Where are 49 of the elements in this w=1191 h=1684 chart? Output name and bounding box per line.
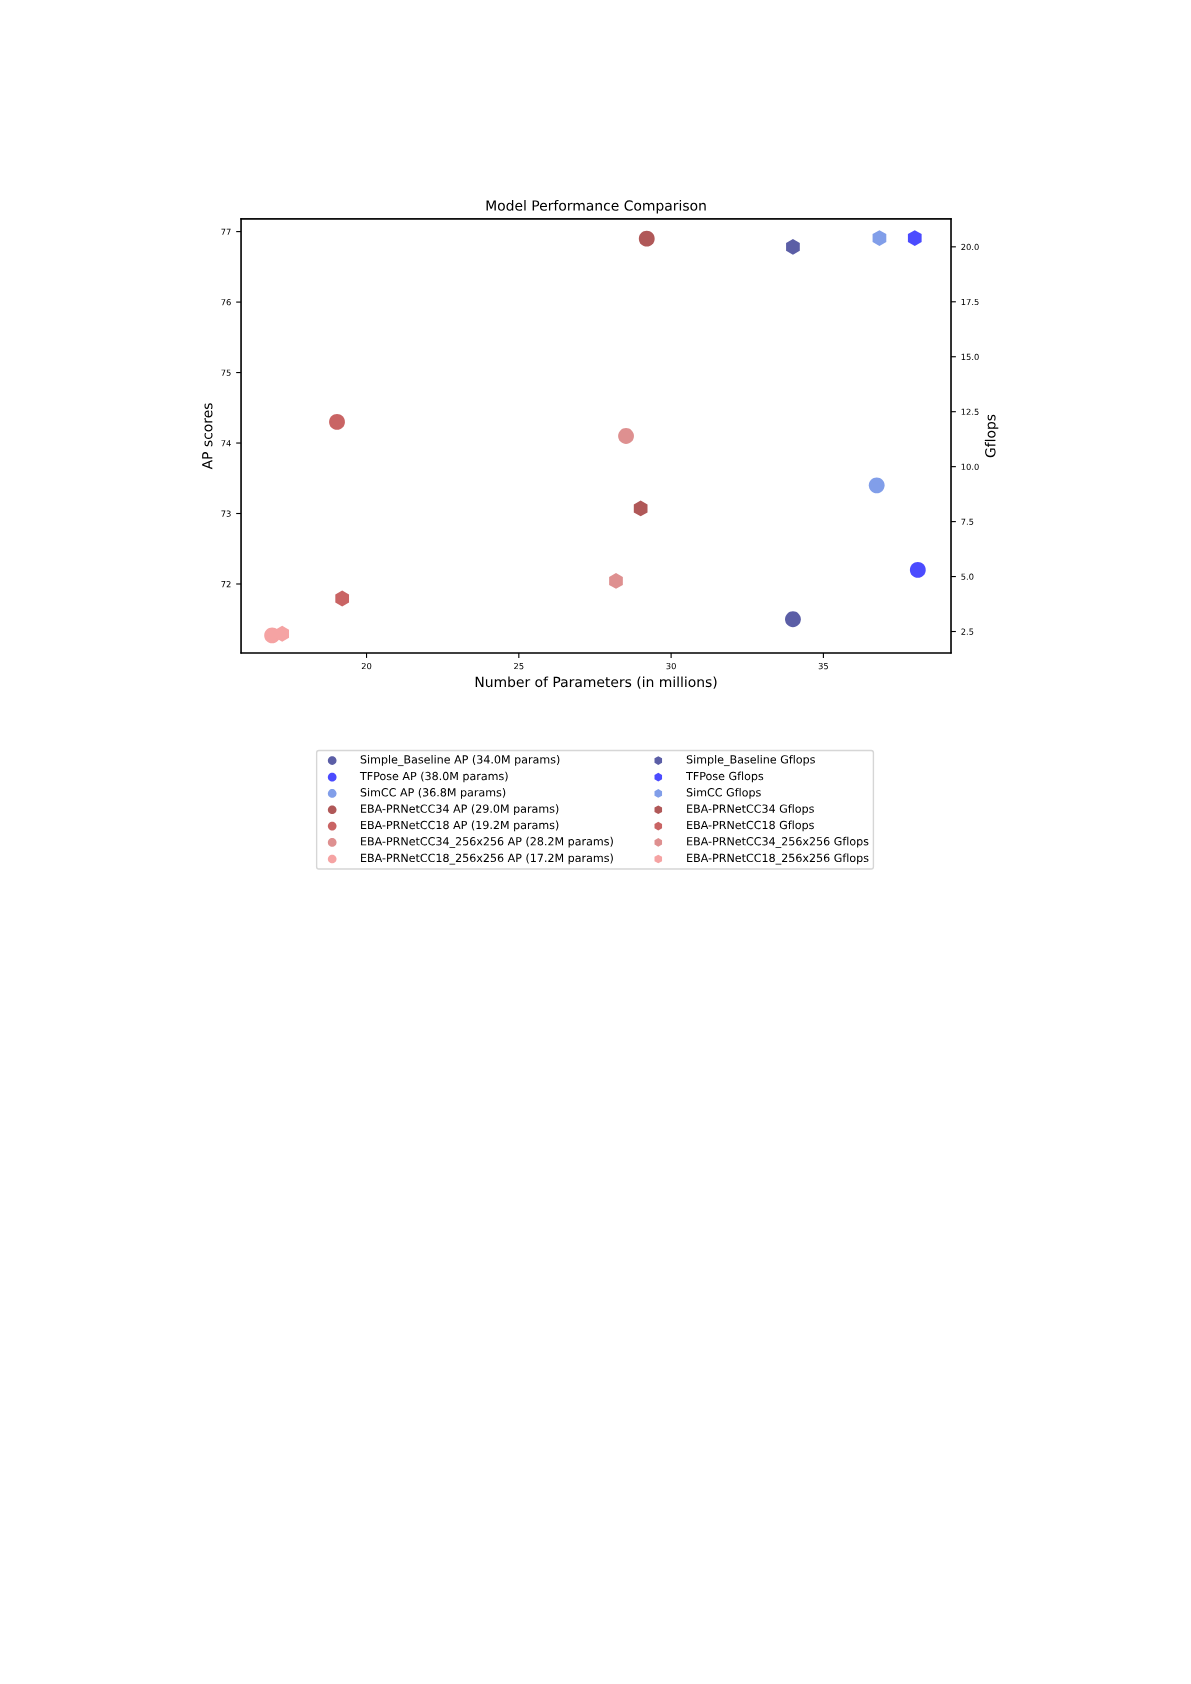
y-axis-title: AP scores	[202, 403, 213, 470]
point	[909, 561, 926, 578]
point	[275, 625, 290, 642]
x-tick-label: 25	[514, 662, 524, 670]
y2-tick-label: 12.5	[961, 408, 979, 415]
y2-tick-label: 10.0	[961, 463, 979, 470]
y2-axis-title: Gflops	[984, 414, 999, 458]
y-tick-label: 74	[221, 440, 231, 447]
y-tick-label: 72	[221, 580, 231, 588]
legend-label: EBA-PRNetCC34 AP (29.0M params)	[361, 804, 559, 815]
y-tick-label: 77	[221, 228, 231, 235]
y2-tick-label: 7.5	[961, 518, 974, 525]
point	[785, 611, 801, 628]
point	[609, 573, 623, 589]
legend-label: Simple_Baseline AP (34.0M params)	[360, 755, 560, 767]
x-tick-label: 30	[666, 662, 676, 670]
legend-label: EBA-PRNetCC34_256x256 Gflops	[687, 836, 869, 848]
y2-tick-label: 20.0	[961, 243, 979, 251]
legend-label: EBA-PRNetCC18 Gflops	[687, 820, 814, 832]
point	[868, 477, 885, 494]
point	[618, 428, 634, 444]
point	[329, 413, 345, 430]
point	[872, 230, 887, 246]
point	[335, 590, 350, 607]
y2-tick-label: 2.5	[961, 628, 974, 635]
y-tick-label: 76	[221, 299, 231, 306]
legend-label: TFPose Gflops	[686, 771, 764, 783]
legend-label: EBA-PRNetCC34_256x256 AP (28.2M params)	[361, 836, 613, 848]
x-axis-title: Number of Parameters (in millions)	[475, 676, 717, 689]
y2-tick-label: 17.5	[961, 298, 979, 306]
point	[907, 230, 922, 246]
point	[638, 230, 655, 247]
legend-label: EBA-PRNetCC18 AP (19.2M params)	[361, 820, 559, 832]
legend-label: EBA-PRNetCC18_256x256 Gflops	[687, 853, 869, 865]
legend-label: EBA-PRNetCC34 Gflops	[687, 804, 814, 815]
legend-label: SimCC AP (36.8M params)	[360, 787, 506, 799]
legend-label: Simple_Baseline Gflops	[686, 755, 815, 767]
y-tick-label: 73	[221, 510, 231, 517]
point	[633, 500, 648, 517]
y-tick-label: 75	[221, 369, 231, 376]
legend-label: TFPose AP (38.0M params)	[359, 771, 508, 783]
y2-tick-label: 5.0	[961, 573, 974, 580]
point	[786, 238, 800, 255]
y2-tick-label: 15.0	[961, 353, 979, 361]
x-tick-label: 35	[818, 662, 828, 670]
legend-label: SimCC Gflops	[686, 787, 761, 799]
legend-label: EBA-PRNetCC18_256x256 AP (17.2M params)	[361, 853, 613, 865]
chart-title: Model Performance Comparison	[486, 200, 706, 214]
x-tick-label: 20	[361, 662, 372, 670]
